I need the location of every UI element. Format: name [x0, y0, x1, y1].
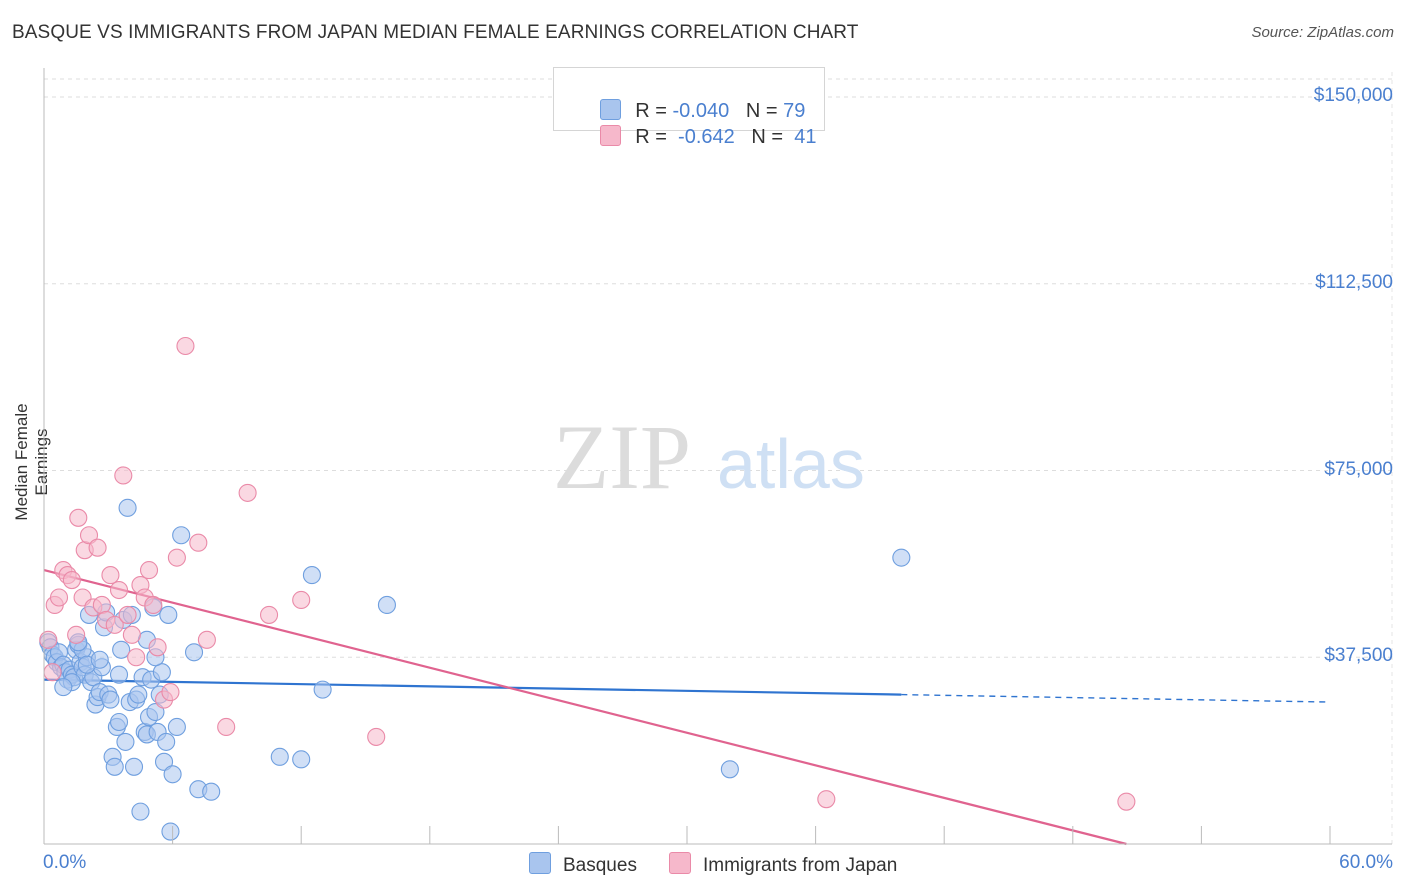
data-point-japan [101, 566, 120, 585]
data-point-basques [54, 678, 73, 697]
data-point-japan [43, 663, 62, 682]
y-tick-label: $150,000 [1313, 85, 1393, 106]
y-tick-label: $75,000 [1324, 458, 1393, 480]
data-point-japan [217, 717, 236, 737]
watermark-atlas: atlas [717, 425, 865, 503]
watermark-zip: ZIP [553, 406, 691, 508]
data-point-japan [92, 595, 111, 615]
legend-row-basques: R = -0.040 N = 79 [578, 76, 805, 122]
bottom-legend-swatch-basques [529, 852, 551, 874]
y-tick-label: $37,500 [1324, 645, 1393, 667]
bottom-legend-basques: Basques [529, 852, 637, 877]
data-point-japan [144, 595, 163, 615]
data-point-japan [127, 648, 146, 667]
chart-title: BASQUE VS IMMIGRANTS FROM JAPAN MEDIAN F… [12, 22, 859, 43]
data-point-basques [131, 802, 150, 821]
legend-r-label: R = [635, 126, 667, 148]
data-point-basques [129, 685, 148, 704]
data-point-japan [148, 638, 167, 657]
data-point-japan [139, 561, 159, 580]
legend-r-value: -0.040 [672, 100, 730, 122]
data-point-japan [79, 526, 99, 545]
trend-line-extrapolated [901, 693, 1331, 703]
data-point-basques [101, 690, 120, 709]
data-point-japan [88, 538, 107, 557]
bottom-legend-swatch-japan [669, 852, 691, 874]
bottom-legend-japan: Immigrants from Japan [669, 852, 897, 877]
legend-swatch-japan [600, 125, 622, 146]
data-point-japan [105, 615, 124, 634]
data-point-basques [146, 702, 165, 722]
data-point-japan [189, 533, 208, 552]
data-point-basques [109, 712, 129, 732]
data-point-japan [67, 625, 86, 644]
legend-r-value: -0.642 [672, 126, 735, 148]
data-point-basques [161, 822, 180, 841]
data-point-basques [157, 732, 176, 751]
bottom-legend-label-basques: Basques [563, 855, 637, 876]
data-point-basques [159, 605, 178, 624]
data-point-japan [167, 548, 186, 567]
data-point-basques [292, 750, 311, 769]
chart-source: Source: ZipAtlas.com [1251, 24, 1394, 41]
data-point-basques [90, 650, 109, 669]
data-point-japan [161, 683, 180, 702]
data-point-basques [377, 595, 396, 615]
data-point-japan [197, 630, 216, 649]
data-point-japan [259, 605, 279, 624]
x-tick-label-start: 0.0% [43, 852, 87, 873]
data-point-japan [39, 630, 58, 649]
data-point-basques [167, 717, 186, 737]
correlation-legend: R = -0.040 N = 79 R = -0.642 N = 41 [553, 67, 825, 148]
data-point-basques [163, 765, 182, 784]
data-point-japan [238, 483, 257, 502]
legend-row-japan: R = -0.642 N = 41 [578, 102, 816, 148]
legend-n-value: 41 [788, 126, 817, 148]
data-point-basques [124, 757, 144, 776]
trend-line-basques [43, 678, 902, 696]
data-point-basques [270, 747, 289, 766]
data-point-basques [184, 643, 204, 662]
data-point-japan [292, 590, 311, 610]
data-point-japan [49, 588, 69, 607]
data-point-basques [116, 732, 135, 751]
trend-line-japan [43, 569, 1127, 846]
legend-swatch-basques [600, 99, 622, 120]
bottom-legend-label-japan: Immigrants from Japan [703, 855, 898, 876]
legend-n-label: N = [745, 100, 778, 122]
data-point-basques [720, 760, 739, 779]
data-point-basques [154, 752, 174, 771]
data-point-basques [152, 663, 171, 682]
data-point-japan [367, 727, 386, 746]
legend-n-value: 79 [783, 100, 806, 122]
legend-n-label: N = [751, 126, 784, 148]
data-point-basques [172, 526, 191, 545]
data-point-japan [114, 466, 133, 485]
data-point-basques [892, 548, 911, 567]
data-point-basques [202, 782, 221, 801]
data-point-basques [105, 757, 124, 776]
data-point-japan [69, 508, 88, 527]
data-point-basques [112, 640, 131, 659]
data-point-japan [109, 580, 129, 600]
data-point-japan [176, 336, 195, 356]
data-point-japan [817, 790, 836, 809]
data-point-japan [122, 625, 141, 644]
data-point-japan [62, 571, 81, 590]
x-tick-label-end: 60.0% [1339, 852, 1393, 873]
data-point-basques [118, 498, 137, 517]
y-tick-label: $112,500 [1315, 271, 1393, 293]
data-point-japan [1117, 792, 1136, 811]
data-point-basques [302, 566, 321, 585]
data-point-basques [313, 680, 332, 699]
legend-r-label: R = [635, 100, 667, 122]
data-point-japan [118, 605, 137, 624]
data-point-basques [109, 665, 129, 684]
